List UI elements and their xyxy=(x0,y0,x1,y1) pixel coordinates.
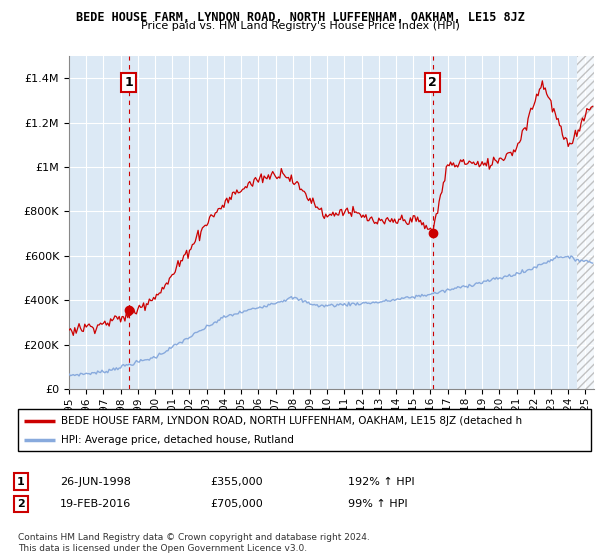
Text: 99% ↑ HPI: 99% ↑ HPI xyxy=(348,499,407,509)
Text: 2: 2 xyxy=(17,499,25,509)
Text: HPI: Average price, detached house, Rutland: HPI: Average price, detached house, Rutl… xyxy=(61,435,294,445)
Text: Contains HM Land Registry data © Crown copyright and database right 2024.
This d: Contains HM Land Registry data © Crown c… xyxy=(18,533,370,553)
Text: 1: 1 xyxy=(125,76,133,89)
Text: £705,000: £705,000 xyxy=(210,499,263,509)
Text: Price paid vs. HM Land Registry's House Price Index (HPI): Price paid vs. HM Land Registry's House … xyxy=(140,21,460,31)
Text: 26-JUN-1998: 26-JUN-1998 xyxy=(60,477,131,487)
Text: £355,000: £355,000 xyxy=(210,477,263,487)
Text: BEDE HOUSE FARM, LYNDON ROAD, NORTH LUFFENHAM, OAKHAM, LE15 8JZ (detached h: BEDE HOUSE FARM, LYNDON ROAD, NORTH LUFF… xyxy=(61,416,522,426)
Text: 2: 2 xyxy=(428,76,437,89)
Text: 1: 1 xyxy=(17,477,25,487)
Text: BEDE HOUSE FARM, LYNDON ROAD, NORTH LUFFENHAM, OAKHAM, LE15 8JZ: BEDE HOUSE FARM, LYNDON ROAD, NORTH LUFF… xyxy=(76,11,524,24)
Text: 19-FEB-2016: 19-FEB-2016 xyxy=(60,499,131,509)
Text: 192% ↑ HPI: 192% ↑ HPI xyxy=(348,477,415,487)
